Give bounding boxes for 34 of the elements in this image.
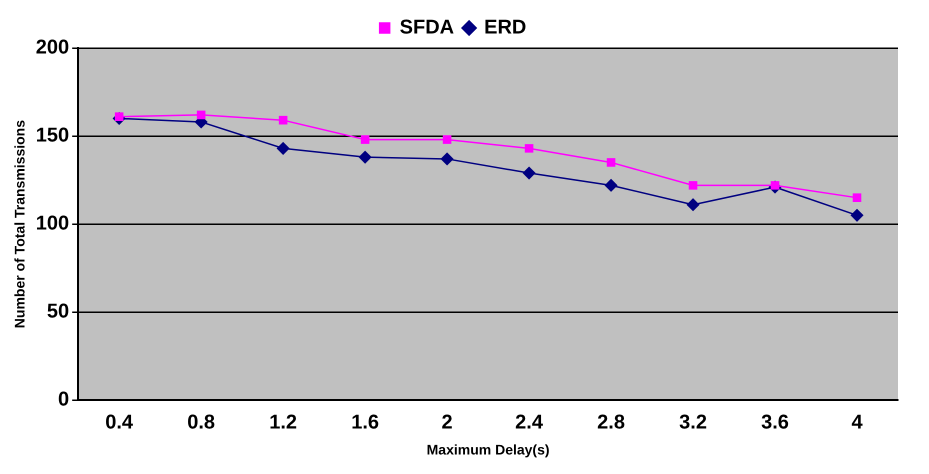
point xyxy=(442,135,452,144)
point xyxy=(850,209,864,222)
point xyxy=(688,181,698,190)
y-tick-label: 50 xyxy=(46,300,70,323)
point xyxy=(686,198,700,211)
x-tick-label: 2.4 xyxy=(515,412,544,434)
x-axis-title: Maximum Delay(s) xyxy=(426,441,550,458)
x-tick-label: 3.6 xyxy=(761,412,789,434)
legend-label: SFDA xyxy=(400,16,454,39)
x-tick-label: 1.2 xyxy=(269,412,298,434)
x-tick-label: 0.4 xyxy=(105,412,134,434)
point xyxy=(278,116,288,124)
point xyxy=(522,166,536,180)
y-tick-label: 0 xyxy=(58,388,70,411)
point xyxy=(852,193,862,202)
point xyxy=(196,110,206,120)
point xyxy=(440,152,454,166)
x-tick-label: 2 xyxy=(442,412,453,434)
y-tick-label: 150 xyxy=(36,124,70,147)
x-tick-label: 0.8 xyxy=(187,412,216,434)
y-axis-title: Number of Total Transmissions xyxy=(11,120,28,328)
x-tick-label: 2.8 xyxy=(597,412,625,434)
x-tick-label: 4 xyxy=(851,412,864,434)
point xyxy=(606,158,616,167)
point xyxy=(358,150,372,164)
x-tick-label: 1.6 xyxy=(351,412,380,434)
legend-label: ERD xyxy=(484,16,526,39)
point xyxy=(604,179,618,192)
y-tick-label: 100 xyxy=(36,212,70,235)
point xyxy=(360,135,370,144)
x-tick-label: 3.2 xyxy=(679,412,707,434)
point xyxy=(524,144,534,153)
point xyxy=(276,142,290,155)
y-tick-label: 200 xyxy=(36,36,70,59)
